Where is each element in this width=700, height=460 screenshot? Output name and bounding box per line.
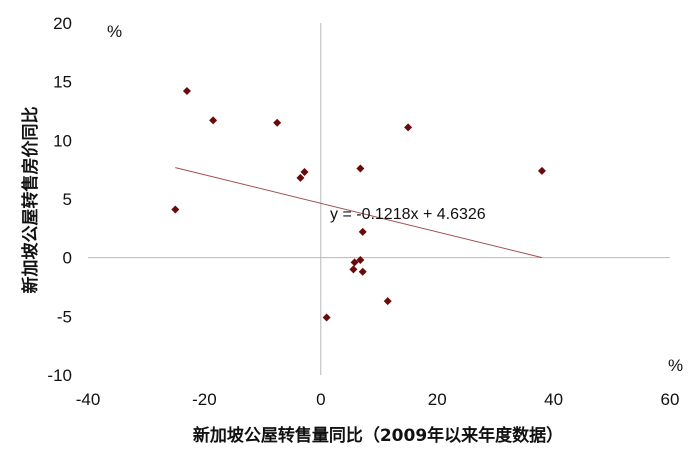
y-tick-label: -5 — [57, 307, 72, 326]
data-point — [404, 123, 413, 132]
data-point — [350, 258, 359, 267]
y-tick-label: -10 — [47, 366, 72, 385]
trendline — [175, 167, 543, 259]
trendline-equation: y = -0.1218x + 4.6326 — [330, 206, 486, 223]
data-points — [171, 87, 546, 322]
y-tick-label: 10 — [53, 131, 72, 150]
data-point — [356, 164, 365, 173]
data-point — [358, 267, 367, 276]
data-point — [273, 118, 282, 127]
y-tick-label: 0 — [63, 249, 72, 268]
data-point — [383, 297, 392, 306]
x-tick-label: 0 — [316, 390, 325, 409]
x-tick-label: -20 — [192, 390, 217, 409]
y-tick-label: 5 — [63, 190, 72, 209]
y-axis-title: 新加坡公屋转售房价同比 — [20, 107, 41, 294]
data-point — [322, 313, 331, 322]
data-point — [358, 227, 367, 236]
y-tick-label: 20 — [53, 14, 72, 33]
data-point — [171, 205, 180, 214]
data-point — [349, 265, 358, 274]
x-unit-label: % — [668, 356, 683, 375]
data-point — [300, 168, 309, 177]
data-point — [209, 116, 218, 125]
x-axis-title: 新加坡公屋转售量同比（2009年以来年度数据） — [193, 425, 563, 446]
x-tick-label: -40 — [76, 390, 101, 409]
x-tick-label: 60 — [661, 390, 680, 409]
tick-labels: -40 -20 0 20 40 60 20 15 10 5 0 -5 -10 — [47, 14, 679, 409]
x-tick-label: 40 — [544, 390, 563, 409]
data-point — [356, 256, 365, 265]
y-unit-label: % — [107, 22, 122, 41]
x-tick-label: 20 — [428, 390, 447, 409]
data-point — [296, 173, 305, 182]
data-point — [182, 87, 191, 96]
axes — [88, 23, 670, 375]
data-point — [537, 166, 546, 175]
y-tick-label: 15 — [53, 73, 72, 92]
